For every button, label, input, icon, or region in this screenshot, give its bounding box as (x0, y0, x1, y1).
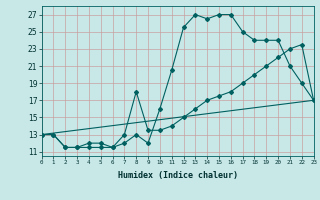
X-axis label: Humidex (Indice chaleur): Humidex (Indice chaleur) (118, 171, 237, 180)
